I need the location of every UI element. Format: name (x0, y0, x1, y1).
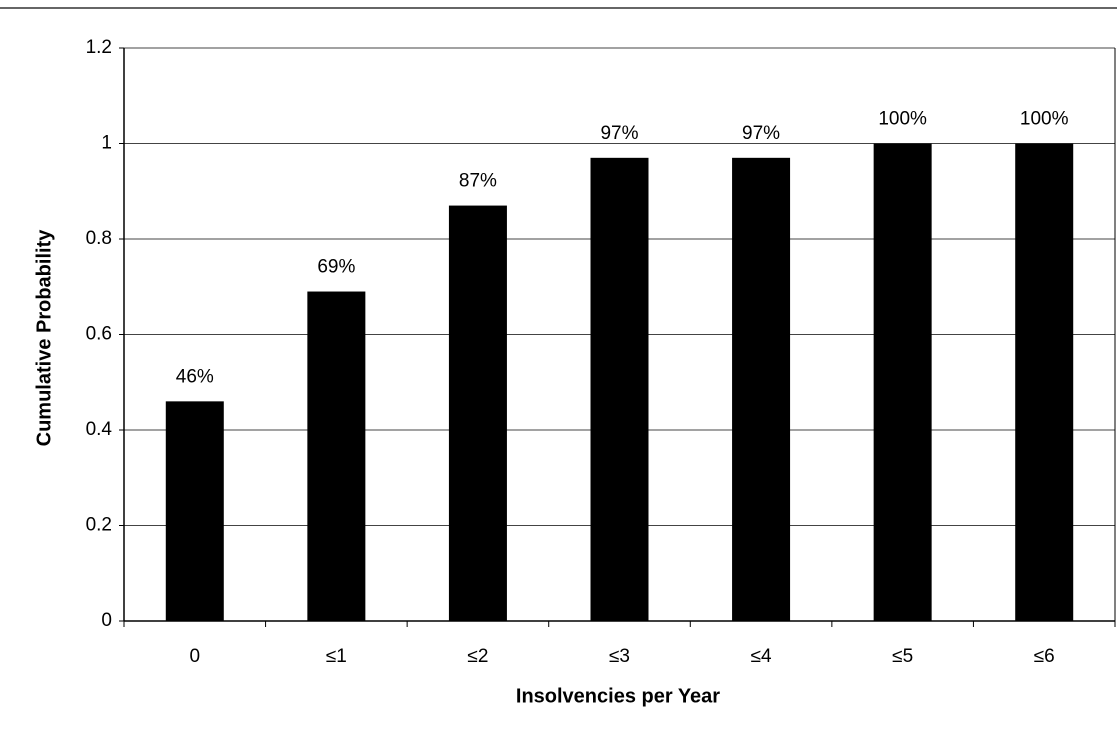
data-label: 100% (878, 109, 927, 130)
bar (873, 143, 932, 621)
x-tick-label: ≤3 (609, 646, 630, 667)
bar (590, 157, 649, 621)
y-tick-label: 1.2 (86, 37, 112, 58)
y-tick-label: 0.6 (86, 324, 112, 345)
bar (732, 157, 791, 621)
bar (165, 401, 224, 621)
bar (1015, 143, 1074, 621)
x-tick-label: ≤5 (892, 646, 913, 667)
x-tick-label: ≤6 (1034, 646, 1055, 667)
x-axis-title: Insolvencies per Year (516, 685, 720, 707)
bar (448, 205, 507, 621)
x-tick-label: ≤1 (326, 646, 347, 667)
y-axis-title: Cumulative Probability (33, 229, 55, 447)
y-tick-label: 0.4 (86, 419, 113, 440)
x-tick-label: ≤2 (467, 646, 488, 667)
x-tick-label: ≤4 (751, 646, 772, 667)
y-tick-label: 0.2 (86, 515, 112, 536)
data-label: 97% (742, 123, 780, 144)
y-tick-label: 0.8 (86, 228, 112, 249)
bar (307, 291, 366, 621)
data-label: 69% (317, 257, 355, 278)
y-tick-label: 0 (101, 610, 112, 631)
data-label: 97% (600, 123, 638, 144)
data-label: 87% (459, 171, 497, 192)
x-tick-label: 0 (189, 646, 200, 667)
data-label: 100% (1020, 109, 1069, 130)
data-label: 46% (176, 366, 214, 387)
y-tick-label: 1 (101, 133, 112, 154)
